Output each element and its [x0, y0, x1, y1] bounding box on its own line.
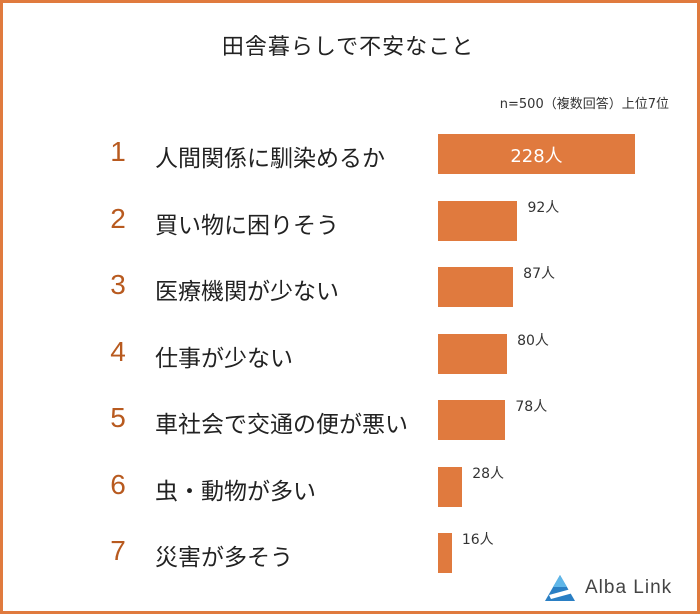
bar — [438, 134, 635, 174]
rank-number: 6 — [110, 468, 126, 500]
category-label: 車社会で交通の便が悪い — [155, 412, 408, 438]
bar — [438, 333, 508, 374]
category-label: 仕事が少ない — [155, 345, 293, 372]
bar — [438, 466, 463, 507]
value-label: 228人 — [510, 146, 563, 167]
category-label: 買い物に困りそう — [155, 212, 339, 239]
rank-number: 3 — [110, 269, 126, 300]
value-label: 80人 — [517, 332, 549, 349]
category-label: 災害が多そう — [155, 545, 293, 571]
brand-logo: Alba Link — [543, 573, 672, 603]
rank-number: 1 — [110, 136, 126, 167]
value-label: 78人 — [515, 399, 548, 415]
category-label: 人間関係に馴染めるか — [155, 146, 385, 172]
bar — [438, 200, 518, 241]
chart-subtitle: n=500（複数回答）上位7位 — [499, 97, 669, 112]
category-label: 虫・動物が多い — [155, 478, 316, 505]
rank-number: 5 — [110, 402, 126, 433]
bar — [438, 267, 514, 307]
category-label: 医療機関が少ない — [155, 279, 339, 305]
value-label: 28人 — [472, 465, 505, 482]
brand-logo-text: Alba Link — [585, 577, 673, 598]
bar — [438, 400, 506, 440]
alba-link-logo-icon — [545, 575, 575, 601]
rank-number: 4 — [110, 335, 126, 367]
rank-number: 2 — [110, 202, 126, 234]
bar — [438, 533, 452, 573]
value-label: 87人 — [523, 266, 555, 282]
value-label: 16人 — [461, 532, 494, 548]
value-label: 92人 — [527, 199, 560, 216]
rank-number: 7 — [110, 535, 126, 566]
chart-title: 田舎暮らしで不安なこと — [221, 35, 475, 60]
